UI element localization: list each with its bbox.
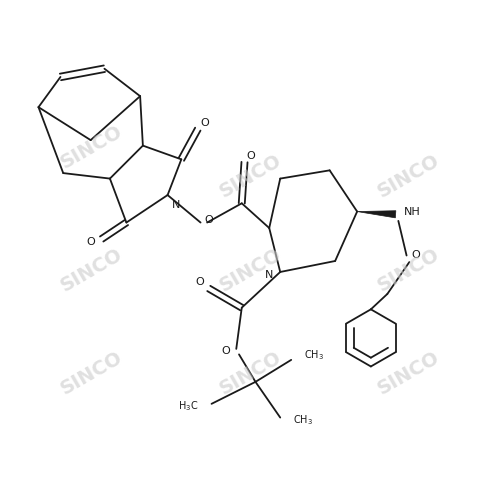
Text: SINCO: SINCO — [58, 348, 126, 399]
Text: NH: NH — [404, 206, 420, 216]
Polygon shape — [357, 210, 396, 218]
Text: SINCO: SINCO — [374, 150, 442, 201]
Text: O: O — [246, 150, 256, 160]
Text: N: N — [172, 200, 180, 210]
Text: SINCO: SINCO — [374, 348, 442, 399]
Text: CH$_3$: CH$_3$ — [294, 414, 314, 427]
Text: CH$_3$: CH$_3$ — [304, 348, 324, 362]
Text: O: O — [195, 277, 204, 287]
Text: H$_3$C: H$_3$C — [178, 400, 199, 413]
Text: N: N — [265, 270, 274, 280]
Text: SINCO: SINCO — [216, 348, 284, 399]
Text: O: O — [221, 346, 230, 356]
Text: SINCO: SINCO — [58, 122, 126, 172]
Text: O: O — [412, 250, 420, 260]
Text: SINCO: SINCO — [216, 246, 284, 296]
Text: SINCO: SINCO — [374, 246, 442, 296]
Text: O: O — [204, 215, 213, 225]
Text: SINCO: SINCO — [216, 150, 284, 201]
Text: O: O — [86, 237, 95, 247]
Text: O: O — [200, 118, 209, 128]
Text: SINCO: SINCO — [58, 246, 126, 296]
